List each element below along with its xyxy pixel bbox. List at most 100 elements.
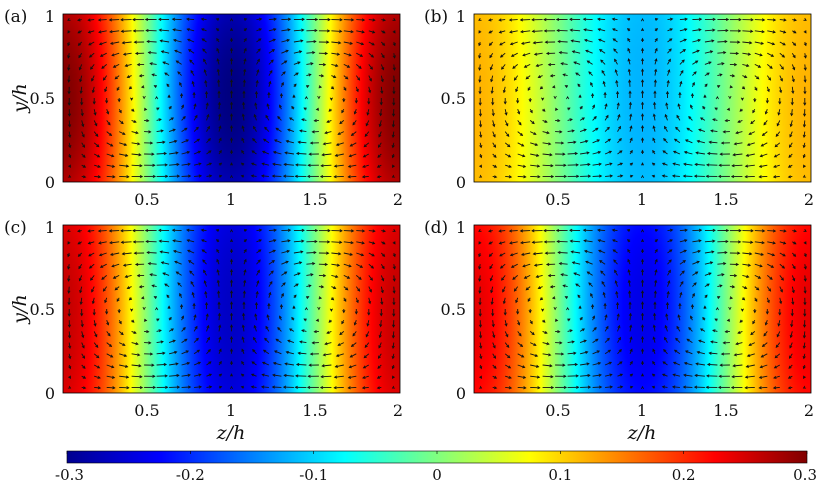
quiver-arrow [683,374,693,377]
quiver-arrow-head [204,301,209,306]
quiver-arrow-head [779,78,783,82]
quiver-arrow [68,286,70,294]
quiver-arrow-head [478,324,483,328]
quiver-arrow-head [328,108,332,112]
ytick-c-2: 1 [45,218,55,237]
quiver-arrow-head [87,241,91,245]
quiver-arrow [181,127,188,132]
quiver-arrow-head [120,29,124,33]
quiver-arrow-head [255,79,259,84]
frame-c [62,224,401,394]
quiver-arrow [367,320,370,327]
quiver-arrow [256,239,262,243]
quiver-arrow-head [719,363,723,367]
quiver-arrow [773,386,780,389]
quiver-arrow-head [105,311,109,315]
frame-d [473,224,812,394]
quiver-arrow [767,230,776,232]
quiver-arrow [760,153,768,157]
quiver-arrow [187,239,195,243]
quiver-arrow-head [142,95,146,100]
quiver-arrow-head [322,63,327,67]
quiver-arrow-head [676,325,680,330]
quiver-arrow-head [334,364,339,368]
quiver-arrow-head [207,137,211,142]
quiver-arrow [242,313,245,321]
quiver-arrow-head [254,102,258,106]
quiver-arrow-head [91,289,95,293]
quiver-arrow-head [200,228,205,232]
quiver-arrow-head [759,365,763,369]
quiver-arrow [98,241,107,244]
quiver-arrow-head [570,250,574,254]
quiver-arrow-head [321,364,325,368]
quiver-arrow [119,375,129,378]
quiver-arrow [779,64,784,70]
quiver-arrow [243,280,246,287]
quiver-arrow [281,49,289,54]
quiver-arrow-head [392,30,396,34]
quiver-arrow-head [77,18,81,22]
quiver-arrow [504,342,510,348]
quiver-arrow [530,131,537,135]
quiver-arrow [759,164,768,168]
quiver-arrow-head [93,323,97,327]
quiver-arrow-head [208,385,213,389]
quiver-arrow-head [208,174,213,178]
quiver-arrow-head [376,386,381,390]
quiver-arrow-head [188,385,192,389]
quiver-arrow [204,69,207,76]
quiver-arrow [131,353,140,356]
quiver-arrow [704,61,712,65]
quiver-arrow [186,229,195,232]
quiver-arrow-head [609,385,614,389]
quiver-arrow [81,331,84,338]
quiver-arrow-head [627,258,631,263]
quiver-arrow-head [298,261,303,265]
quiver-arrow-head [359,53,364,57]
quiver-arrow-head [640,360,645,364]
quiver-arrow-head [179,92,184,97]
quiver-arrow [791,52,796,58]
quiver-arrow-head [609,373,613,377]
quiver-arrow [667,48,672,54]
quiver-arrow-head [125,164,130,168]
quiver-arrow-head [679,291,683,296]
quiver-arrow [368,86,371,93]
quiver-arrow-head [288,328,293,332]
quiver-arrow [380,64,384,70]
quiver-arrow-head [164,163,168,167]
quiver-arrow [612,239,618,243]
quiver-arrow-head [739,319,743,323]
quiver-arrow-head [269,69,273,74]
quiver-arrow [119,142,127,146]
quiver-arrow [181,116,186,121]
quiver-arrow-head [493,175,498,179]
quiver-arrow-head [719,284,723,288]
quiver-arrow [754,274,761,279]
quiver-arrow-head [802,154,806,159]
quiver-arrow [685,139,693,144]
quiver-arrow-head [265,325,269,330]
quiver-arrow-head [696,49,700,53]
quiver-arrow-head [488,241,492,245]
quiver-arrow-head [193,103,197,107]
quiver-arrow [106,364,114,368]
quiver-arrow-head [491,102,495,106]
quiver-arrow-head [654,68,658,72]
quiver-arrow-head [669,17,674,21]
quiver-arrow [392,120,395,127]
quiver-arrow [254,103,257,110]
quiver-arrow-head [378,123,382,128]
ytick-a-2: 1 [45,7,55,26]
quiver-arrow-head [787,375,792,379]
quiver-arrow [217,280,220,287]
quiver-arrow-head [505,123,509,127]
quiver-arrow-head [251,361,255,365]
quiver-arrow-head [502,89,506,94]
quiver-arrow [664,337,668,343]
quiver-arrow [779,241,786,245]
quiver-arrow-head [763,333,767,337]
quiver-arrow-head [749,41,753,45]
quiver-arrow-head [558,51,562,55]
